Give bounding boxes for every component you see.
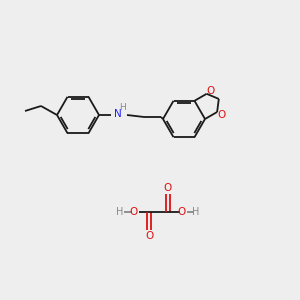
Text: O: O — [217, 110, 225, 120]
Text: O: O — [145, 231, 153, 241]
Text: H: H — [118, 103, 125, 112]
Text: O: O — [130, 207, 138, 217]
Text: O: O — [206, 86, 215, 96]
Text: H: H — [192, 207, 200, 217]
Text: H: H — [116, 207, 124, 217]
Text: O: O — [178, 207, 186, 217]
Text: O: O — [164, 183, 172, 193]
Text: N: N — [114, 109, 122, 119]
